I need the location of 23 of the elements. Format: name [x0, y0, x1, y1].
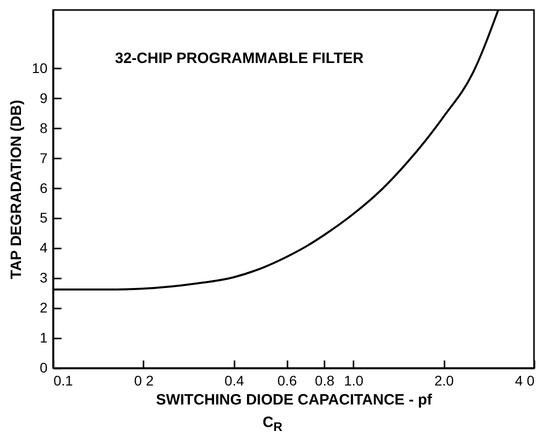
- x-tick-label: 4 0: [515, 372, 535, 388]
- y-tick-label: 2: [40, 300, 48, 316]
- annotation: 32-CHIP PROGRAMMABLE FILTER: [115, 50, 364, 67]
- y-tick-label: 1: [40, 330, 48, 346]
- x-tick-label: 2.0: [434, 372, 454, 388]
- x-axis-title: SWITCHING DIODE CAPACITANCE - pf: [156, 392, 434, 408]
- x-tick-label: 0 2: [134, 372, 154, 388]
- y-axis-title: TAP DEGRADATION (DB): [8, 100, 25, 280]
- x-tick-label: 0.1: [54, 372, 74, 388]
- x-tick-label: 1.0: [344, 372, 364, 388]
- y-tick-label: 8: [40, 120, 48, 136]
- y-tick-label: 3: [40, 270, 48, 286]
- y-tick-label: 6: [40, 180, 48, 196]
- x-tick-label: 0.4: [224, 372, 244, 388]
- y-tick-label: 10: [32, 60, 48, 76]
- y-tick-label: 9: [40, 90, 48, 106]
- x-tick-label: 0.6: [277, 372, 298, 388]
- y-tick-label: 0: [40, 360, 48, 376]
- y-tick-label: 4: [40, 240, 48, 256]
- text: C$_{R}$: [262, 414, 284, 434]
- x-tick-label: 0.8: [314, 372, 335, 388]
- y-tick-label: 7: [40, 150, 48, 166]
- y-tick-label: 5: [40, 210, 48, 226]
